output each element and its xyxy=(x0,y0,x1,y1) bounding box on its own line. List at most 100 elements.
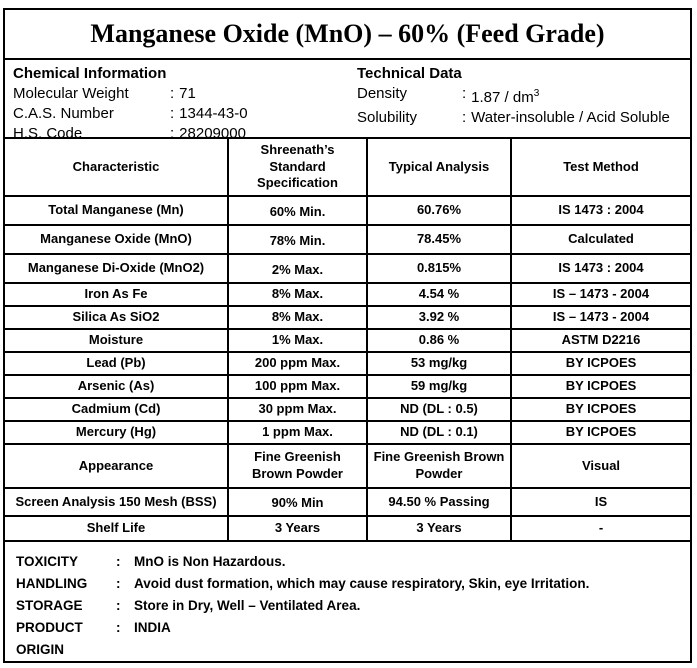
table-row-moisture: Moisture 1% Max. 0.86 % ASTM D2216 xyxy=(5,330,690,353)
table-row-silica: Silica As SiO2 8% Max. 3.92 % IS – 1473 … xyxy=(5,307,690,330)
solubility-line: Solubility: Water-insoluble / Acid Solubl… xyxy=(357,108,690,128)
handling-line: HANDLING: Avoid dust formation, which may… xyxy=(16,573,682,595)
hs-code-line: H.S. Code:28209000 xyxy=(13,124,357,144)
cell-specification: 1% Max. xyxy=(229,330,368,351)
storage-line: STORAGE: Store in Dry, Well – Ventilated … xyxy=(16,595,682,617)
cell-characteristic: Manganese Oxide (MnO) xyxy=(5,226,229,253)
table-row-cadmium: Cadmium (Cd) 30 ppm Max. ND (DL : 0.5) B… xyxy=(5,399,690,422)
product-origin-label: PRODUCT ORIGIN xyxy=(16,620,83,657)
molecular-weight-value: 71 xyxy=(179,85,196,102)
cell-specification: 2% Max. xyxy=(229,255,368,282)
cell-test-method: BY ICPOES xyxy=(565,401,637,417)
technical-data-heading: Technical Data xyxy=(357,65,462,82)
hs-code-value: 28209000 xyxy=(179,125,246,142)
cell-typical-analysis: ND (DL : 0.1) xyxy=(368,422,512,443)
cell-test-method: IS 1473 : 2004 xyxy=(558,202,644,218)
colon: : xyxy=(170,105,175,122)
cell-test-method: BY ICPOES xyxy=(565,355,637,371)
toxicity-label: TOXICITY xyxy=(16,554,79,569)
table-row-manganese-dioxide: Manganese Di-Oxide (MnO2) 2% Max. 0.815%… xyxy=(5,255,690,284)
molecular-weight-line: Molecular Weight:71 xyxy=(13,84,357,104)
cell-test-method: ASTM D2216 xyxy=(561,332,641,348)
solubility-label: Solubility xyxy=(357,109,418,126)
cell-specification: 90% Min xyxy=(229,489,368,515)
header-typical-analysis: Typical Analysis xyxy=(368,139,512,195)
chemical-information-heading: Chemical Information xyxy=(13,65,167,82)
cell-characteristic: Cadmium (Cd) xyxy=(5,399,229,420)
handling-text: Avoid dust formation, which may cause re… xyxy=(134,576,590,591)
cell-specification: 1 ppm Max. xyxy=(229,422,368,443)
cell-typical-analysis: 0.815% xyxy=(368,255,512,282)
cell-test-method: IS – 1473 - 2004 xyxy=(552,309,650,325)
cell-specification: 100 ppm Max. xyxy=(229,376,368,397)
cell-specification: 3 Years xyxy=(229,517,368,540)
colon: : xyxy=(170,85,175,102)
cell-specification: 8% Max. xyxy=(229,284,368,305)
cell-test-method: BY ICPOES xyxy=(565,378,637,394)
cell-characteristic: Total Manganese (Mn) xyxy=(5,197,229,224)
cell-characteristic: Manganese Di-Oxide (MnO2) xyxy=(5,255,229,282)
cell-typical-analysis: 78.45% xyxy=(368,226,512,253)
toxicity-text: MnO is Non Hazardous. xyxy=(134,554,286,569)
toxicity-line: TOXICITY: MnO is Non Hazardous. xyxy=(16,551,682,573)
cell-characteristic: Lead (Pb) xyxy=(5,353,229,374)
cas-number-line: C.A.S. Number:1344-43-0 xyxy=(13,104,357,124)
table-row-iron: Iron As Fe 8% Max. 4.54 % IS – 1473 - 20… xyxy=(5,284,690,307)
density-value: 1.87 / dm3 xyxy=(471,88,540,106)
colon: : xyxy=(116,598,121,613)
density-label: Density xyxy=(357,85,408,102)
cell-test-method: IS xyxy=(594,493,608,509)
cell-characteristic: Appearance xyxy=(5,445,229,487)
storage-label: STORAGE xyxy=(16,598,83,613)
table-row-mercury: Mercury (Hg) 1 ppm Max. ND (DL : 0.1) BY… xyxy=(5,422,690,445)
cell-test-method: BY ICPOES xyxy=(565,424,637,440)
document-frame: Manganese Oxide (MnO) – 60% (Feed Grade)… xyxy=(3,8,692,663)
header-characteristic: Characteristic xyxy=(5,139,229,195)
colon: : xyxy=(462,85,467,102)
table-row-total-manganese: Total Manganese (Mn) 60% Min. 60.76% IS … xyxy=(5,197,690,226)
cell-characteristic: Screen Analysis 150 Mesh (BSS) xyxy=(5,489,229,515)
cell-typical-analysis: Fine Greenish Brown Powder xyxy=(368,445,512,487)
header-test-method: Test Method xyxy=(563,158,639,174)
cell-typical-analysis: 3.92 % xyxy=(368,307,512,328)
cell-specification: 8% Max. xyxy=(229,307,368,328)
cell-test-method: Calculated xyxy=(568,231,634,247)
cell-specification: 78% Min. xyxy=(229,226,368,253)
cell-typical-analysis: 53 mg/kg xyxy=(368,353,512,374)
cell-typical-analysis: 0.86 % xyxy=(368,330,512,351)
cell-characteristic: Moisture xyxy=(5,330,229,351)
cell-specification: 30 ppm Max. xyxy=(229,399,368,420)
technical-data-block: Technical Data Density:1.87 / dm3 Solubi… xyxy=(357,64,690,137)
cell-test-method: - xyxy=(598,520,604,536)
specification-table: Characteristic Shreenath’s Standard Spec… xyxy=(5,139,690,542)
table-row-screen-analysis: Screen Analysis 150 Mesh (BSS) 90% Min 9… xyxy=(5,489,690,517)
hs-code-label: H.S. Code xyxy=(13,125,83,142)
storage-text: Store in Dry, Well – Ventilated Area. xyxy=(134,598,361,613)
colon: : xyxy=(116,620,121,635)
cell-test-method: IS – 1473 - 2004 xyxy=(552,286,650,302)
info-section: Chemical Information Molecular Weight:71… xyxy=(5,60,690,142)
cell-characteristic: Iron As Fe xyxy=(5,284,229,305)
cas-number-label: C.A.S. Number xyxy=(13,105,114,122)
cell-specification: 60% Min. xyxy=(229,197,368,224)
cell-typical-analysis: ND (DL : 0.5) xyxy=(368,399,512,420)
cas-number-value: 1344-43-0 xyxy=(179,105,248,122)
cell-characteristic: Arsenic (As) xyxy=(5,376,229,397)
product-origin-line: PRODUCT ORIGIN: INDIA xyxy=(16,617,682,661)
solubility-value: Water-insoluble / Acid Soluble xyxy=(471,109,670,126)
cell-specification: 200 ppm Max. xyxy=(229,353,368,374)
handling-label: HANDLING xyxy=(16,576,88,591)
table-row-appearance: Appearance Fine Greenish Brown Powder Fi… xyxy=(5,445,690,489)
cell-test-method: IS 1473 : 2004 xyxy=(558,260,644,276)
colon: : xyxy=(462,109,467,126)
table-row-lead: Lead (Pb) 200 ppm Max. 53 mg/kg BY ICPOE… xyxy=(5,353,690,376)
cell-characteristic: Silica As SiO2 xyxy=(5,307,229,328)
colon: : xyxy=(116,554,121,569)
colon: : xyxy=(170,125,175,142)
cell-test-method: Visual xyxy=(581,457,621,473)
cell-typical-analysis: 94.50 % Passing xyxy=(368,489,512,515)
cell-typical-analysis: 4.54 % xyxy=(368,284,512,305)
chemical-information-block: Chemical Information Molecular Weight:71… xyxy=(13,64,357,142)
cell-specification: Fine Greenish Brown Powder xyxy=(229,445,368,487)
